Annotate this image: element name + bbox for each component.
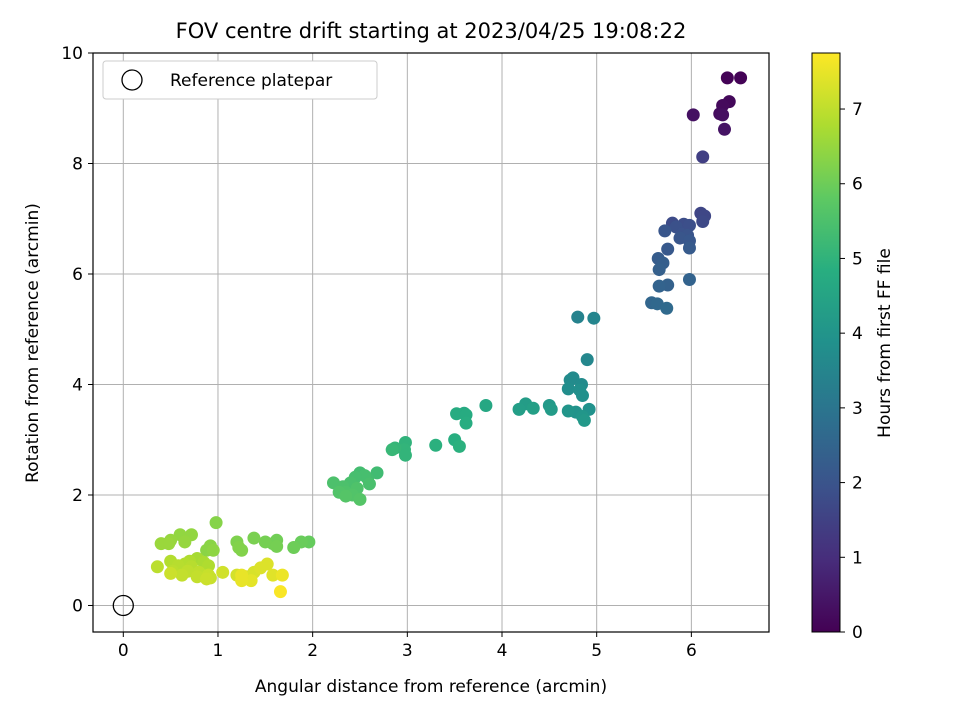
grid-lines: [93, 52, 769, 632]
data-point: [716, 108, 730, 122]
data-point: [658, 224, 672, 238]
y-tick-label: 0: [72, 596, 83, 616]
data-point: [247, 531, 261, 545]
data-point: [200, 572, 214, 586]
legend-reference-marker: [121, 69, 143, 91]
x-axis-ticks: 0 1 2 3 4 5 6: [118, 632, 697, 661]
x-tick-label: 2: [307, 641, 318, 661]
data-point: [216, 565, 230, 579]
data-point: [561, 404, 575, 418]
data-point: [260, 557, 274, 571]
data-point: [479, 398, 493, 412]
data-point: [561, 382, 575, 396]
scatter-points: [150, 71, 748, 599]
data-point: [202, 559, 216, 573]
data-point: [398, 448, 412, 462]
y-tick-label: 4: [72, 375, 83, 395]
colorbar-tick-label: 1: [852, 548, 863, 568]
data-point: [287, 540, 301, 554]
data-point: [512, 402, 526, 416]
y-axis-ticks: 0 2 4 6 8 10: [61, 44, 93, 616]
x-tick-label: 5: [591, 641, 602, 661]
colorbar-tick-label: 2: [852, 474, 863, 494]
colorbar-tick-label: 3: [852, 399, 863, 419]
y-axis-label: Rotation from reference (arcmin): [23, 203, 43, 483]
colorbar-tick-label: 4: [852, 324, 863, 344]
legend-entry-reference-platepar: Reference platepar: [170, 71, 332, 91]
data-point: [660, 301, 674, 315]
data-point: [273, 585, 287, 599]
data-point: [686, 108, 700, 122]
chart-title: FOV centre drift starting at 2023/04/25 …: [176, 19, 687, 43]
colorbar-gradient: [811, 52, 841, 633]
reference-platepar-marker: [112, 594, 134, 617]
y-tick-label: 6: [72, 265, 83, 285]
data-point: [339, 489, 353, 503]
data-point: [577, 413, 591, 427]
colorbar-label: Hours from first FF file: [875, 248, 895, 438]
data-point: [362, 477, 376, 491]
x-tick-label: 6: [686, 641, 697, 661]
data-point: [452, 439, 466, 453]
legend-box: [102, 60, 378, 100]
y-tick-label: 10: [61, 44, 83, 64]
data-point: [718, 122, 732, 136]
data-point: [652, 263, 666, 277]
data-point: [652, 279, 666, 293]
data-point: [682, 218, 696, 232]
plot-area-frame: [92, 52, 770, 633]
data-point: [244, 574, 258, 588]
data-point: [734, 71, 748, 85]
data-point: [206, 543, 220, 557]
data-point: [266, 568, 280, 582]
data-point: [370, 466, 384, 480]
data-point: [258, 535, 272, 549]
data-point: [353, 492, 367, 506]
data-point: [682, 273, 696, 287]
colorbar: 0 1 2 3 4 5 6 7 Hours from first FF file: [811, 52, 895, 643]
data-point: [587, 311, 601, 325]
legend: Reference platepar: [102, 60, 378, 100]
data-point: [696, 150, 710, 164]
x-tick-label: 1: [213, 641, 224, 661]
data-point: [178, 535, 192, 549]
data-point: [162, 537, 176, 551]
data-point: [209, 516, 223, 530]
data-point: [235, 568, 249, 582]
data-point: [696, 215, 710, 229]
data-point: [235, 543, 249, 557]
data-point: [720, 71, 734, 85]
x-tick-label: 4: [497, 641, 508, 661]
colorbar-tick-label: 6: [852, 175, 863, 195]
x-axis-label: Angular distance from reference (arcmin): [255, 677, 607, 697]
data-point: [526, 401, 540, 415]
data-point: [429, 438, 443, 452]
data-point: [580, 353, 594, 367]
colorbar-tick-label: 5: [852, 249, 863, 269]
data-point: [661, 242, 675, 256]
data-point: [270, 539, 284, 553]
x-tick-label: 3: [402, 641, 413, 661]
data-point: [575, 389, 589, 403]
reference-marker-group: [112, 594, 134, 617]
colorbar-ticks: 0 1 2 3 4 5 6 7: [840, 100, 863, 643]
y-tick-label: 8: [72, 154, 83, 174]
data-point: [571, 310, 585, 324]
data-point: [164, 566, 178, 580]
data-point: [385, 443, 399, 457]
colorbar-tick-label: 7: [852, 100, 863, 120]
data-point: [544, 402, 558, 416]
data-point: [275, 568, 289, 582]
data-point: [450, 407, 464, 421]
colorbar-tick-label: 0: [852, 623, 863, 643]
data-point: [175, 568, 189, 582]
data-point: [682, 241, 696, 255]
data-point: [150, 560, 164, 574]
data-point: [459, 416, 473, 430]
x-tick-label: 0: [118, 641, 129, 661]
y-tick-label: 2: [72, 486, 83, 506]
